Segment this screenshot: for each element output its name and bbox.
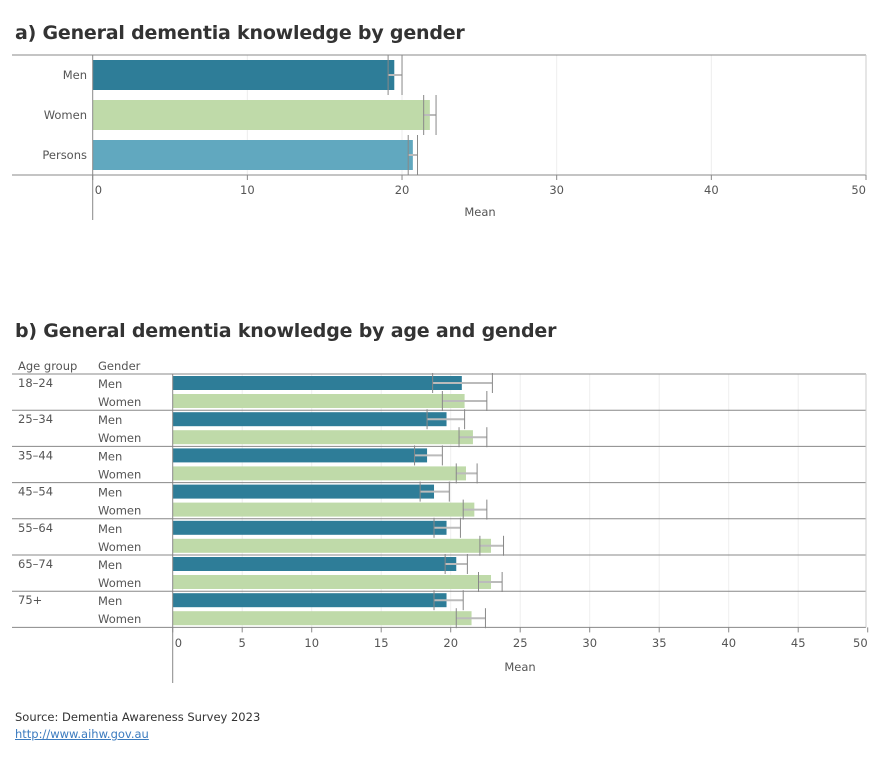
bar-18–24-men xyxy=(172,376,462,390)
x-tick-label: 10 xyxy=(240,183,255,197)
x-tick-label: 15 xyxy=(374,636,389,650)
bar-women xyxy=(92,100,430,130)
gender-label: Men xyxy=(98,449,122,463)
bar-75+-women xyxy=(172,611,472,626)
gender-label: Women xyxy=(98,431,141,445)
source-text: Source: Dementia Awareness Survey 2023 xyxy=(15,710,261,724)
row-header-gender: Gender xyxy=(98,359,141,373)
bar-75+-men xyxy=(172,593,447,608)
gender-label: Men xyxy=(98,377,122,391)
x-tick-label: 45 xyxy=(791,636,806,650)
x-tick-label: 10 xyxy=(304,636,319,650)
x-tick-label: 30 xyxy=(549,183,564,197)
x-tick-label: 20 xyxy=(395,183,410,197)
category-label: Persons xyxy=(42,148,87,162)
bar-35–44-women xyxy=(172,466,466,481)
bar-45–54-men xyxy=(172,484,435,499)
x-axis-label: Mean xyxy=(504,660,535,674)
gender-label: Women xyxy=(98,576,141,590)
source-link[interactable]: http://www.aihw.gov.au xyxy=(15,727,149,741)
age-group-label: 35–44 xyxy=(18,448,53,462)
gender-label: Men xyxy=(98,486,122,500)
gender-label: Women xyxy=(98,467,141,481)
bar-25–34-men xyxy=(172,412,447,427)
bar-25–34-women xyxy=(172,430,473,445)
x-tick-label: 50 xyxy=(851,183,866,197)
age-group-label: 55–64 xyxy=(18,521,53,535)
age-group-label: 65–74 xyxy=(18,557,53,571)
x-tick-label: 5 xyxy=(239,636,246,650)
x-tick-label: 25 xyxy=(513,636,528,650)
row-header-age-group: Age group xyxy=(18,359,77,373)
age-group-label: 18–24 xyxy=(18,376,53,390)
bar-65–74-women xyxy=(172,575,492,589)
chart-a-title: a) General dementia knowledge by gender xyxy=(15,22,465,44)
gender-label: Men xyxy=(98,558,122,572)
x-tick-label: 30 xyxy=(582,636,597,650)
x-tick-label: 40 xyxy=(704,183,719,197)
gender-label: Men xyxy=(98,594,122,608)
bar-35–44-men xyxy=(172,448,428,463)
gender-label: Men xyxy=(98,522,122,536)
age-group-label: 25–34 xyxy=(18,412,53,426)
x-tick-label: 35 xyxy=(652,636,667,650)
category-label: Men xyxy=(63,68,87,82)
x-axis-label: Mean xyxy=(464,205,495,219)
bar-55–64-women xyxy=(172,538,492,553)
age-group-label: 75+ xyxy=(18,593,42,607)
bar-55–64-men xyxy=(172,520,447,535)
bar-65–74-men xyxy=(172,557,457,571)
bar-18–24-women xyxy=(172,394,465,408)
x-tick-label: 0 xyxy=(175,636,182,650)
gender-label: Women xyxy=(98,540,141,554)
bar-45–54-women xyxy=(172,502,475,517)
x-tick-label: 20 xyxy=(443,636,458,650)
bar-persons xyxy=(92,140,413,170)
x-tick-label: 0 xyxy=(95,183,102,197)
age-group-label: 45–54 xyxy=(18,485,53,499)
category-label: Women xyxy=(44,108,87,122)
bar-men xyxy=(92,60,395,90)
x-tick-label: 40 xyxy=(721,636,736,650)
x-tick-label: 50 xyxy=(853,636,868,650)
gender-label: Women xyxy=(98,504,141,518)
gender-label: Women xyxy=(98,395,141,409)
gender-label: Men xyxy=(98,413,122,427)
chart-b-title: b) General dementia knowledge by age and… xyxy=(15,320,557,342)
gender-label: Women xyxy=(98,612,141,626)
